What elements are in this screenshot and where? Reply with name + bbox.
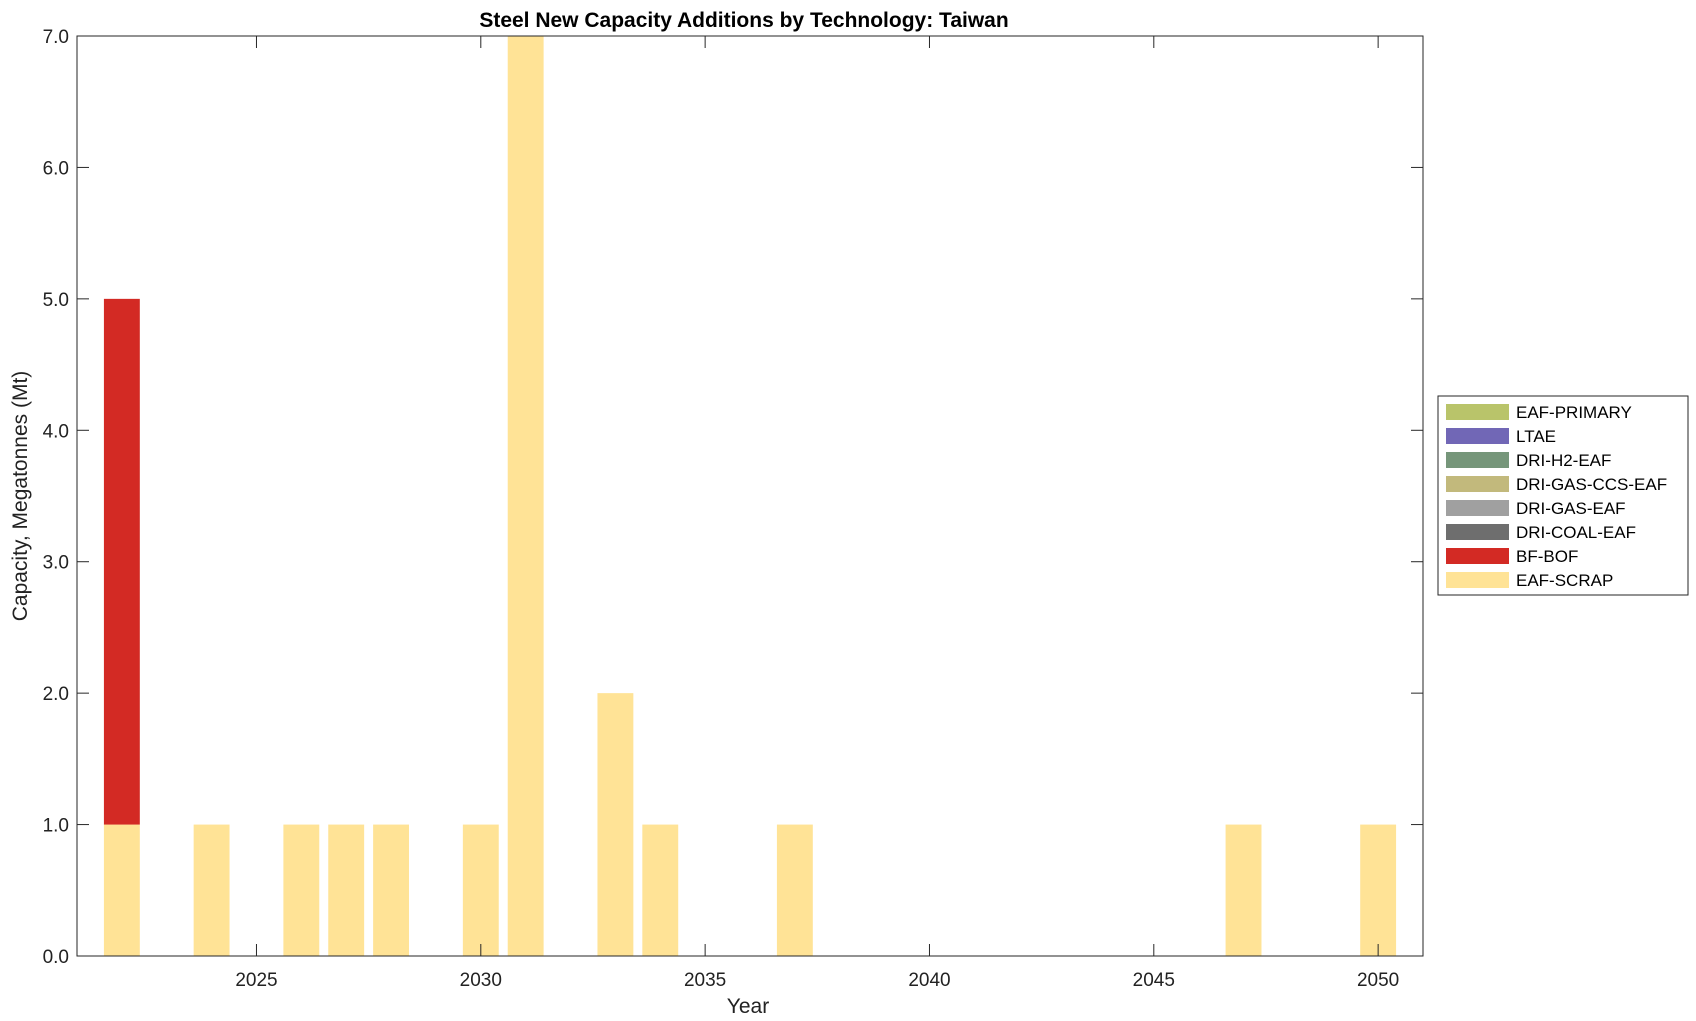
y-tick-labels: 0.0 1.0 2.0 3.0 4.0 5.0 6.0 7.0 [43,27,69,968]
legend-label-ltae: LTAE [1516,427,1556,446]
bar-eaf-scrap-2031 [507,36,544,956]
y-axis-label: Capacity, Megatonnes (Mt) [9,371,32,622]
legend-label-dri-coal-eaf: DRI-COAL-EAF [1516,523,1636,542]
plot-frame [76,35,1424,957]
bar-eaf-scrap-2034 [642,824,679,956]
y-tick-label: 6.0 [43,158,69,179]
legend-label-eaf-scrap: EAF-SCRAP [1516,571,1613,590]
bar-eaf-scrap-2047 [1225,824,1262,956]
x-tick-label: 2050 [1357,970,1399,991]
bar-eaf-scrap-2022 [103,824,140,956]
y-tick-label: 1.0 [43,816,69,837]
bar-eaf-scrap-2037 [776,824,813,956]
bars-layer [103,36,1397,956]
bar-eaf-scrap-2050 [1360,824,1397,956]
legend-swatch-dri-gas-ccs-eaf [1446,476,1509,492]
bar-bf-bof-2022 [103,298,140,825]
legend-swatch-dri-gas-eaf [1446,500,1509,516]
chart-title: Steel New Capacity Additions by Technolo… [479,9,1008,32]
x-tick-label: 2045 [1133,970,1175,991]
legend-swatch-dri-h2-eaf [1446,452,1509,468]
bar-eaf-scrap-2030 [462,824,499,956]
bar-eaf-scrap-2024 [193,824,230,956]
legend-label-eaf-primary: EAF-PRIMARY [1516,403,1632,422]
legend-label-bf-bof: BF-BOF [1516,547,1578,566]
legend-swatch-dri-coal-eaf [1446,524,1509,540]
x-tick-label: 2040 [908,970,950,991]
legend-label-dri-gas-eaf: DRI-GAS-EAF [1516,499,1626,518]
y-tick-label: 5.0 [43,290,69,311]
bar-eaf-scrap-2027 [328,824,365,956]
y-tick-label: 2.0 [43,684,69,705]
bar-eaf-scrap-2033 [597,693,634,956]
legend-swatch-eaf-primary [1446,404,1509,420]
x-tick-label: 2035 [684,970,726,991]
x-tick-labels: 2025 2030 2035 2040 2045 2050 [235,970,1399,991]
legend-swatch-eaf-scrap [1446,572,1509,588]
bar-eaf-scrap-2026 [283,824,320,956]
x-tick-label: 2030 [460,970,502,991]
y-tick-label: 4.0 [43,421,69,442]
y-tick-label: 7.0 [43,27,69,48]
legend-swatch-bf-bof [1446,548,1509,564]
x-axis-label: Year [727,995,769,1018]
legend-label-dri-h2-eaf: DRI-H2-EAF [1516,451,1611,470]
legend-swatch-ltae [1446,428,1509,444]
y-tick-label: 3.0 [43,553,69,574]
y-tick-label: 0.0 [43,947,69,968]
legend: EAF-PRIMARY LTAE DRI-H2-EAF DRI-GAS-CCS-EAF… [1437,395,1689,596]
bar-eaf-scrap-2028 [373,824,410,956]
legend-label-dri-gas-ccs-eaf: DRI-GAS-CCS-EAF [1516,475,1667,494]
ticks-layer [77,35,1423,957]
x-tick-label: 2025 [235,970,277,991]
